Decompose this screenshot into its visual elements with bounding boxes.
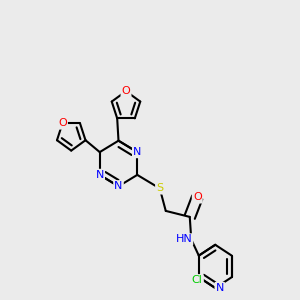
Text: N: N (114, 181, 123, 191)
Text: N: N (133, 147, 141, 157)
Text: O: O (122, 86, 130, 96)
Text: O: O (193, 192, 202, 203)
Text: N: N (216, 283, 224, 293)
Text: N: N (96, 170, 104, 180)
Text: S: S (156, 183, 163, 194)
Text: O: O (58, 118, 67, 128)
Text: HN: HN (176, 234, 192, 244)
Text: Cl: Cl (192, 275, 203, 285)
